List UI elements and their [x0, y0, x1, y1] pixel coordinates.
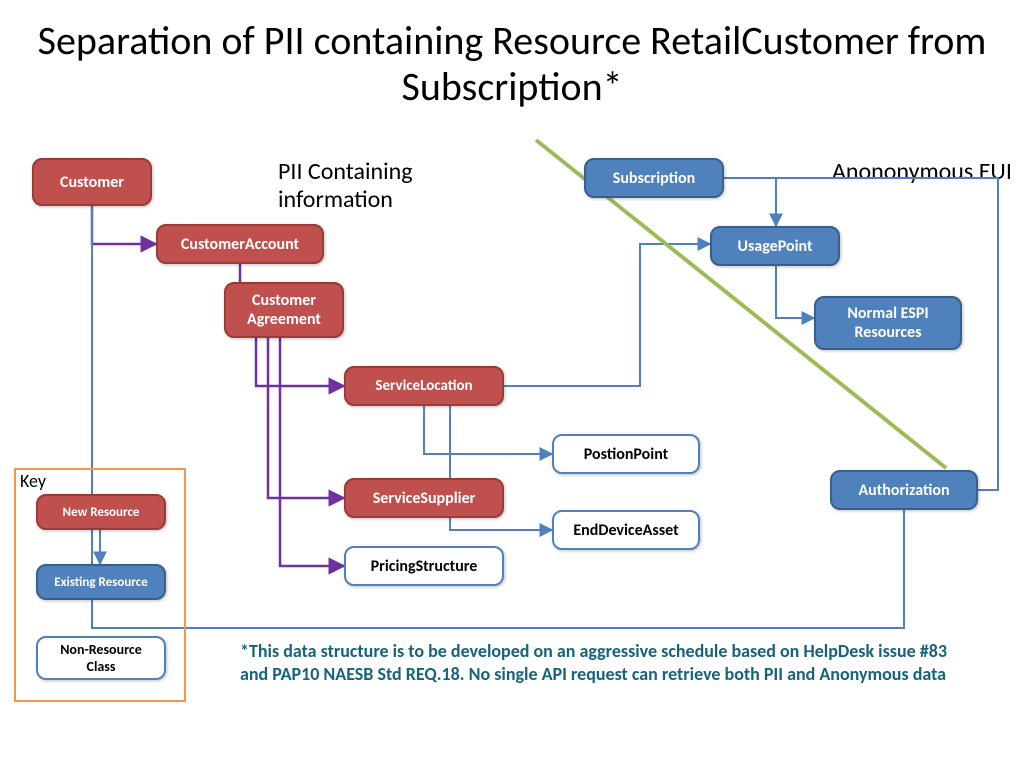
node-postionPoint: PostionPoint — [552, 434, 700, 474]
legend-item-new: New Resource — [36, 494, 166, 530]
node-serviceSupplier: ServiceSupplier — [344, 478, 504, 518]
legend-item-existing: Existing Resource — [36, 564, 166, 600]
node-subscription: Subscription — [584, 158, 724, 198]
node-customerAgreement: Customer Agreement — [224, 282, 344, 338]
node-authorization: Authorization — [830, 470, 978, 510]
page-title: Separation of PII containing Resource Re… — [0, 18, 1024, 110]
node-pricingStructure: PricingStructure — [344, 546, 504, 586]
legend-item-nonres: Non-Resource Class — [36, 636, 166, 680]
node-usagePoint: UsagePoint — [710, 226, 840, 266]
node-customer: Customer — [32, 158, 152, 206]
subtitle-anon: Anononymous EUI — [832, 158, 1012, 186]
node-customerAccount: CustomerAccount — [156, 224, 324, 264]
node-serviceLocation: ServiceLocation — [344, 366, 504, 406]
subtitle-pii: PII Containing information — [278, 158, 478, 213]
footnote: *This data structure is to be developed … — [240, 640, 960, 685]
node-normalEspi: Normal ESPI Resources — [814, 296, 962, 350]
node-endDeviceAsset: EndDeviceAsset — [552, 510, 700, 550]
legend-label: Key — [20, 470, 46, 492]
